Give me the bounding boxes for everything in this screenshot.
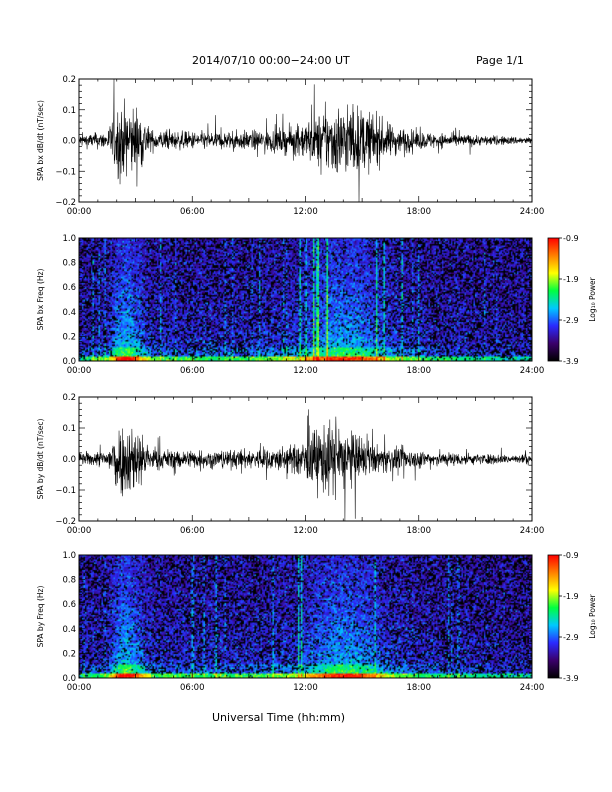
waveform-line [79, 409, 532, 521]
series-by-waveform [79, 409, 532, 521]
page-number: Page 1/1 [476, 54, 524, 67]
x-tick-label: 18:00 [407, 526, 432, 536]
axes-bx-waveform: 00:00 06:00 12:00 18:00 24:00 0.2 0.1 0.0 −0.1 −0… [36, 75, 544, 217]
x-tick-label: 06:00 [180, 366, 205, 376]
y-tick-label: −0.1 [55, 486, 76, 496]
y-tick-label: 0.1 [62, 106, 76, 116]
y-tick-label: 0.0 [62, 357, 76, 367]
y-tick-label: 0.2 [62, 75, 76, 85]
y-tick-label: 0.6 [62, 600, 76, 610]
y-tick-label: 0.4 [62, 625, 76, 635]
x-tick-label: 00:00 [67, 366, 92, 376]
colorbar-scale [547, 554, 560, 679]
x-tick-label: 12:00 [293, 207, 318, 217]
x-tick-label: 00:00 [67, 683, 92, 693]
y-axis-label: SPA by dB/dt (nT/sec) [36, 419, 45, 500]
spectrogram-image [79, 238, 532, 361]
y-tick-label: 0.6 [62, 283, 76, 293]
axes-by-waveform: 00:00 06:00 12:00 18:00 24:00 0.2 0.1 0.0 −0.1 −0… [36, 393, 544, 536]
y-axis-label: SPA bx dB/dt (nT/sec) [36, 100, 45, 181]
waveform-line [79, 79, 532, 202]
series-bx-waveform [79, 79, 532, 202]
x-tick-label: 12:00 [293, 526, 318, 536]
x-tick-label: 24:00 [520, 683, 545, 693]
colorbar-scale [547, 237, 560, 362]
x-tick-label: 00:00 [67, 207, 92, 217]
colorbar-by-spectrogram: -0.9 -1.9 -2.9 -3.9 Log₁₀ Power [547, 551, 597, 683]
axes-frame [78, 78, 533, 203]
spectrogram-image [79, 555, 532, 678]
colorbar-tick-label: -2.9 [563, 633, 579, 642]
x-tick-label: 18:00 [407, 207, 432, 217]
axes-frame [78, 396, 533, 522]
x-tick-label: 24:00 [520, 366, 545, 376]
y-tick-label: 0.1 [62, 424, 76, 434]
x-tick-label: 24:00 [520, 207, 545, 217]
axes-by-spectrogram: 00:00 06:00 12:00 18:00 24:00 1.0 0.8 0.6 0.4 0.2… [36, 551, 544, 693]
y-tick-label: 0.2 [62, 393, 76, 403]
colorbar-label: Log₁₀ Power [588, 276, 597, 321]
x-tick-label: 24:00 [520, 526, 545, 536]
x-tick-label: 06:00 [180, 683, 205, 693]
y-axis-label: SPA by Freq (Hz) [36, 586, 45, 648]
x-tick-label: 18:00 [407, 683, 432, 693]
axes-bx-spectrogram: 00:00 06:00 12:00 18:00 24:00 1.0 0.8 0.6 0.4 0.2… [36, 234, 544, 376]
colorbar-bx-spectrogram: -0.9 -1.9 -2.9 -3.9 Log₁₀ Power [547, 234, 597, 366]
page-title: 2014/07/10 00:00−24:00 UT [192, 54, 350, 67]
y-tick-label: 0.4 [62, 308, 76, 318]
colorbar-tick-label: -0.9 [563, 234, 579, 243]
y-tick-label: −0.2 [55, 198, 76, 208]
y-tick-label: 1.0 [62, 551, 76, 561]
y-tick-label: 0.2 [62, 332, 76, 342]
x-axis-title: Universal Time (hh:mm) [212, 711, 345, 724]
y-tick-label: 0.2 [62, 649, 76, 659]
y-axis-label: SPA bx Freq (Hz) [36, 269, 45, 331]
colorbar-tick-label: -1.9 [563, 592, 579, 601]
y-tick-label: 0.0 [62, 674, 76, 684]
x-tick-label: 12:00 [293, 683, 318, 693]
colorbar-tick-label: -3.9 [563, 357, 579, 366]
y-tick-label: 0.8 [62, 259, 76, 269]
colorbar-tick-label: -0.9 [563, 551, 579, 560]
axes-frame [78, 554, 533, 679]
x-tick-label: 06:00 [180, 207, 205, 217]
y-tick-label: 1.0 [62, 234, 76, 244]
axes-frame [78, 237, 533, 362]
y-tick-label: −0.1 [55, 167, 76, 177]
x-tick-label: 00:00 [67, 526, 92, 536]
colorbar-label: Log₁₀ Power [588, 593, 597, 638]
colorbar-tick-label: -3.9 [563, 674, 579, 683]
y-tick-label: 0.0 [62, 137, 76, 147]
y-tick-label: 0.8 [62, 576, 76, 586]
colorbar-tick-label: -2.9 [563, 316, 579, 325]
x-tick-label: 18:00 [407, 366, 432, 376]
x-tick-label: 12:00 [293, 366, 318, 376]
colorbar-tick-label: -1.9 [563, 275, 579, 284]
y-tick-label: 0.0 [62, 455, 76, 465]
y-tick-label: −0.2 [55, 517, 76, 527]
x-tick-label: 06:00 [180, 526, 205, 536]
